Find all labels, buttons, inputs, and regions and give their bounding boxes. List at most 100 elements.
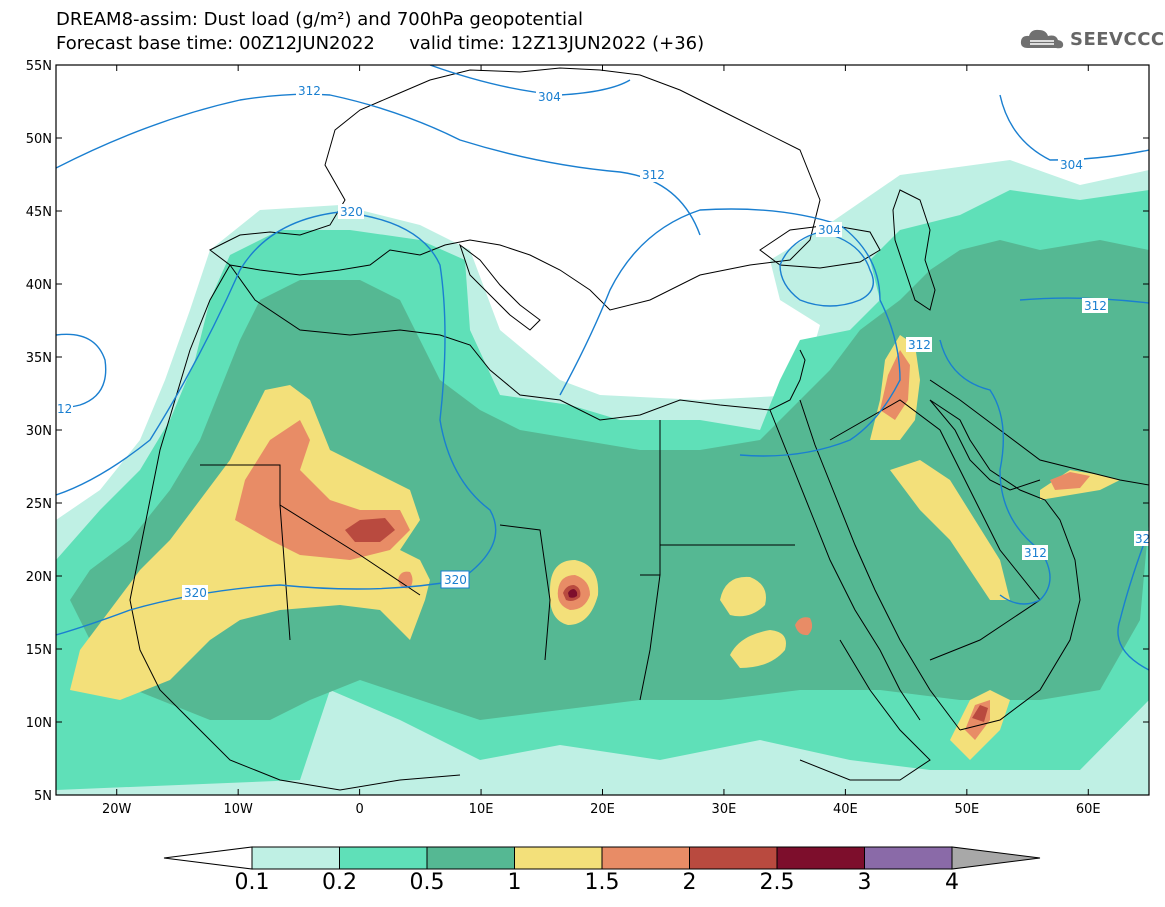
niger-chad-border	[499, 524, 551, 661]
legend-swatch	[689, 846, 778, 870]
y-tick-label: 50N	[26, 132, 52, 147]
contour-line-312-north	[56, 93, 701, 236]
cloud-icon	[1020, 29, 1064, 49]
contour-label-box	[1134, 531, 1149, 546]
x-tick-label: 40E	[833, 802, 858, 817]
y-tick-label: 35N	[26, 351, 52, 366]
legend-label: 0.5	[409, 870, 445, 895]
contour-label-304-b: 304	[818, 223, 841, 237]
contour-label-box	[338, 204, 364, 219]
dust-area-2.0-yemen	[972, 705, 988, 722]
logo-text: SEEVCCC	[1070, 28, 1165, 50]
y-tick-label: 20N	[26, 570, 52, 585]
contour-line-312-arabia	[939, 339, 1051, 605]
y-tick-label: 10N	[26, 716, 52, 731]
legend-over-triangle	[951, 846, 1041, 870]
y-tick-label: 40N	[26, 278, 52, 293]
x-tick-label: 30E	[712, 802, 737, 817]
legend-swatch	[514, 846, 603, 870]
red-sea-east	[799, 399, 961, 731]
contour-labels: 312 304 312 320 304 304 312 312 312 320 …	[56, 83, 1150, 600]
contour-label-box	[906, 337, 932, 352]
country-boundaries	[129, 67, 1149, 791]
contour-line-320	[56, 211, 497, 636]
contour-label-320-b: 320	[444, 573, 467, 587]
dust-area-1.0-sahel	[720, 576, 766, 617]
dust-area-1.0-sudan	[730, 630, 786, 668]
contour-label-box	[1058, 157, 1084, 172]
legend-swatch	[251, 846, 340, 870]
map-title: DREAM8-assim: Dust load (g/m²) and 700hP…	[56, 9, 583, 30]
y-tick-label: 5N	[34, 789, 52, 804]
x-tick-label: 0	[355, 802, 363, 817]
ethiopia-border	[799, 639, 931, 781]
y-tick-label: 45N	[26, 205, 52, 220]
contour-line-312-east	[559, 208, 901, 457]
contour-label-312-c: 312	[1084, 299, 1107, 313]
legend-label: 4	[945, 870, 959, 895]
dust-area-1.5-niger	[398, 571, 413, 589]
contour-label-304-c: 304	[1060, 158, 1083, 172]
x-tick-label: 20E	[590, 802, 615, 817]
legend-swatch	[864, 846, 953, 870]
legend-label: 2.5	[759, 870, 795, 895]
contour-label-box	[816, 222, 842, 237]
contour-label-320-a: 320	[340, 205, 363, 219]
legend-label: 0.1	[234, 870, 270, 895]
x-tick-label: 20W	[102, 802, 132, 817]
legend-under-triangle	[163, 846, 253, 870]
black-sea	[759, 224, 881, 269]
dust-fields	[56, 160, 1149, 795]
contour-line-320-se	[1117, 529, 1149, 671]
contour-label-32: 32	[1135, 532, 1150, 546]
west-africa-coast	[129, 264, 461, 791]
contour-label-box	[296, 83, 322, 98]
legend-label: 1	[507, 870, 522, 895]
contour-label-box	[1022, 545, 1048, 560]
contour-label-box	[536, 89, 562, 104]
legend-label: 3	[857, 870, 872, 895]
iran-coast	[929, 379, 1149, 486]
legend-label: 0.2	[322, 870, 357, 895]
x-tick-label: 60E	[1076, 802, 1101, 817]
legend-swatch	[776, 846, 865, 870]
contour-label-312-e: 312	[1024, 546, 1047, 560]
contour-label-320-c: 320	[184, 586, 207, 600]
contour-label-box	[640, 167, 666, 182]
y-tick-label: 30N	[26, 424, 52, 439]
dust-area-1.0-arabia	[890, 460, 1010, 600]
mauritania-border	[200, 464, 291, 641]
contour-label-box	[182, 585, 208, 600]
red-sea-west	[769, 409, 921, 721]
legend-swatch	[426, 846, 515, 870]
contour-label-box	[56, 401, 73, 416]
map-subtitle: Forecast base time: 00Z12JUN2022 valid t…	[56, 33, 705, 54]
x-tick-label: 10E	[469, 802, 494, 817]
italy	[459, 243, 541, 331]
dust-area-2.0-algeria	[345, 518, 395, 542]
seevccc-logo: SEEVCCC	[1018, 26, 1165, 52]
y-tick-label: 15N	[26, 643, 52, 658]
dust-area-1.5-sudan	[795, 617, 813, 636]
y-tick-label: 25N	[26, 497, 52, 512]
contour-label-312-a: 312	[298, 84, 321, 98]
algeria-mali-border	[279, 504, 421, 596]
legend-label: 2	[682, 870, 697, 895]
contour-label-312-b: 312	[642, 168, 665, 182]
legend-label: 1.5	[584, 870, 620, 895]
dust-area-1.0-west	[70, 385, 430, 700]
africa-coastline	[229, 264, 806, 421]
legend-swatch	[601, 846, 690, 870]
caspian-sea	[892, 189, 936, 311]
y-tick-label: 55N	[26, 59, 52, 74]
x-tick-label: 50E	[954, 802, 979, 817]
contour-line-304-ne	[999, 94, 1149, 161]
contour-label-304-a: 304	[538, 90, 561, 104]
arabian-coast	[929, 399, 1081, 731]
chad-sudan-border	[639, 574, 661, 701]
contour-label-12: 12	[57, 402, 72, 416]
contour-label-312-d: 312	[908, 338, 931, 352]
dust-area-2.5-chad	[568, 589, 578, 598]
